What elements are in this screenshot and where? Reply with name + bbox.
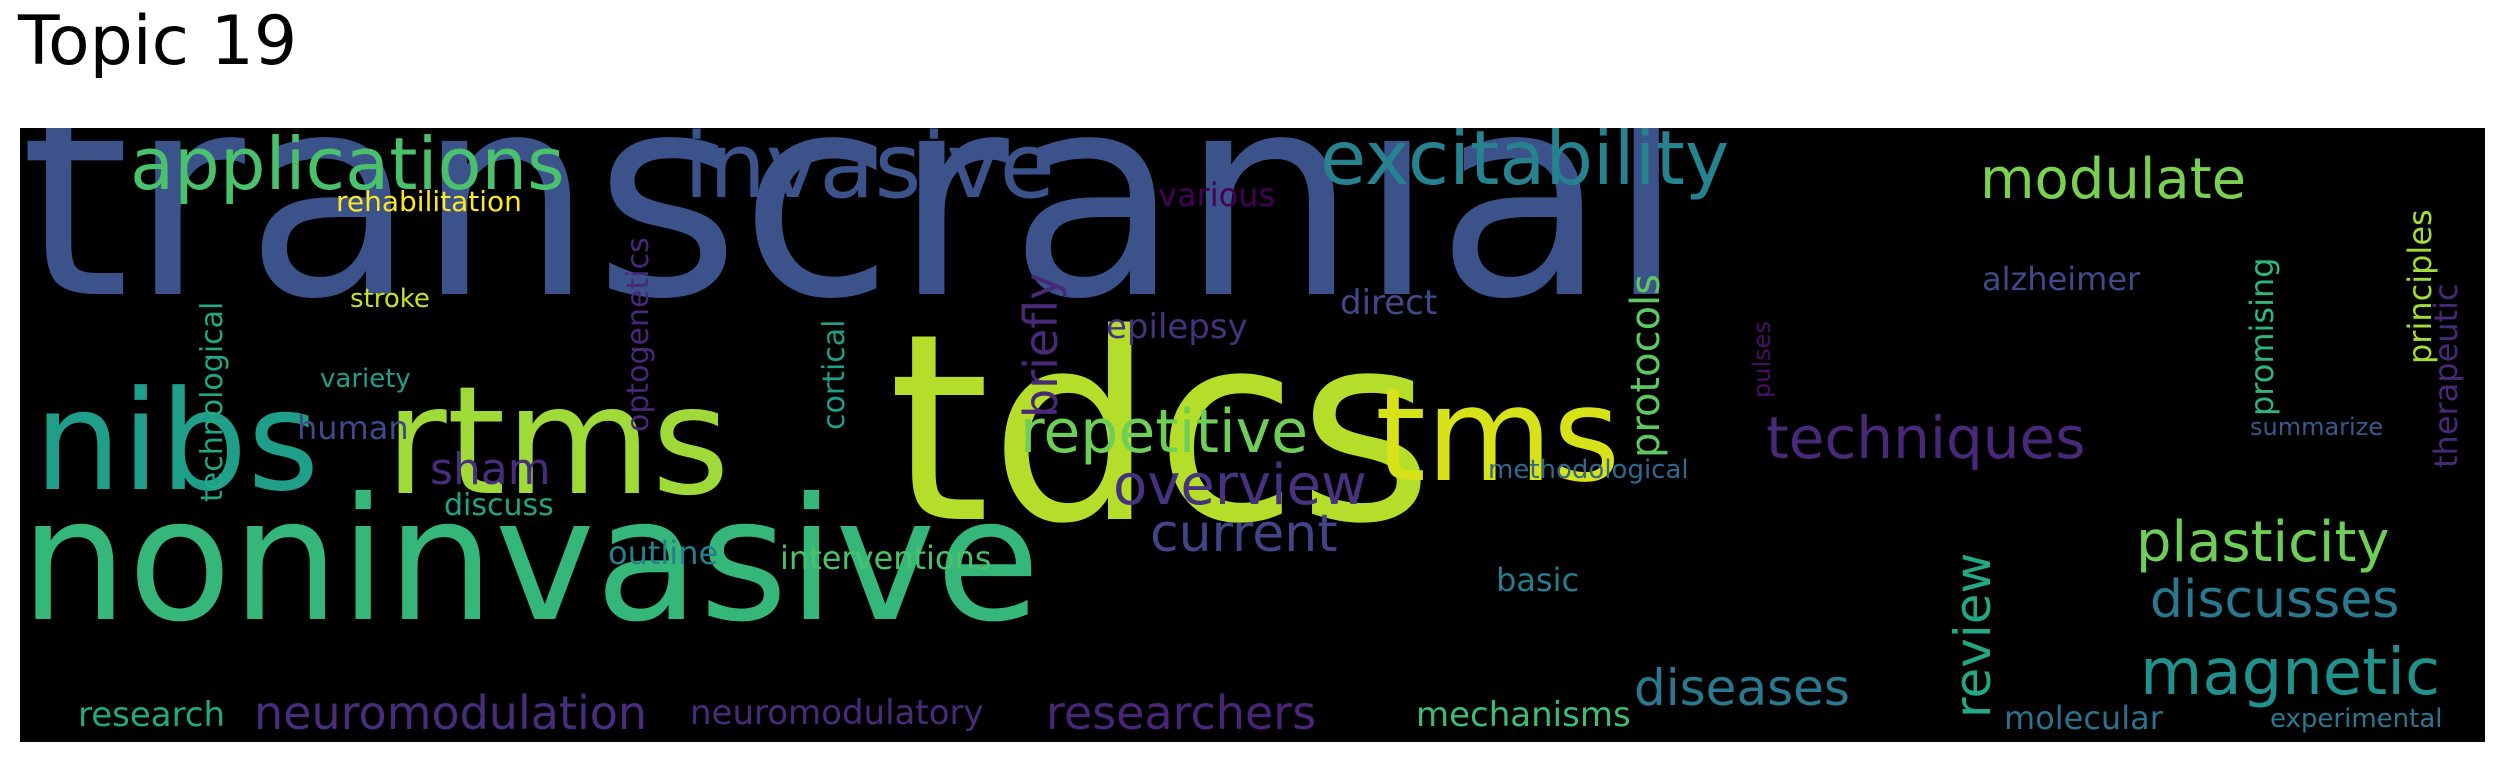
word-tms: tms bbox=[1375, 359, 1621, 511]
word-transcranial: transcranial bbox=[20, 128, 1686, 361]
word-neuromodulatory: neuromodulatory bbox=[690, 693, 984, 733]
word-direct: direct bbox=[1340, 283, 1438, 323]
word-experimental: experimental bbox=[2270, 704, 2443, 734]
word-noninvasive: noninvasive bbox=[20, 462, 1041, 660]
word-mechanisms: mechanisms bbox=[1416, 695, 1631, 735]
word-discuss: discuss bbox=[444, 488, 554, 523]
word-neuromodulation: neuromodulation bbox=[254, 686, 648, 740]
word-research: research bbox=[78, 695, 226, 735]
word-basic: basic bbox=[1496, 561, 1580, 599]
word-therapeutic: therapeutic bbox=[2427, 283, 2465, 468]
word-rehabilitation: rehabilitation bbox=[336, 185, 522, 218]
word-stroke: stroke bbox=[350, 284, 430, 314]
word-tdcs: tdcs bbox=[888, 279, 1434, 581]
word-plasticity: plasticity bbox=[2136, 510, 2390, 575]
word-human: human bbox=[297, 409, 409, 447]
word-rtms: rtms bbox=[385, 355, 730, 529]
word-modulate: modulate bbox=[1980, 147, 2247, 212]
word-cortical: cortical bbox=[817, 319, 852, 431]
word-repetitive: repetitive bbox=[1020, 397, 1309, 467]
word-applications: applications bbox=[130, 128, 565, 206]
word-pulses: pulses bbox=[1748, 321, 1776, 398]
word-nibs: nibs bbox=[34, 361, 320, 522]
word-variety: variety bbox=[320, 364, 411, 394]
word-invasive: invasive bbox=[684, 128, 1055, 219]
word-techniques: techniques bbox=[1766, 404, 2086, 472]
word-diseases: diseases bbox=[1634, 659, 1850, 717]
word-current: current bbox=[1150, 504, 1338, 564]
word-review: review bbox=[1944, 552, 2002, 718]
word-excitability: excitability bbox=[1320, 128, 1730, 202]
word-various: various bbox=[1158, 176, 1276, 214]
word-methodological: methodological bbox=[1488, 455, 1689, 485]
word-alzheimer: alzheimer bbox=[1982, 260, 2141, 298]
word-cloud: transcranial tdcs noninvasive rtms nibs … bbox=[20, 128, 2485, 742]
page-title: Topic 19 bbox=[18, 2, 298, 81]
word-magnetic: magnetic bbox=[2140, 636, 2441, 710]
word-protocols: protocols bbox=[1623, 273, 1669, 458]
word-researchers: researchers bbox=[1046, 686, 1317, 740]
word-briefly: briefly bbox=[1014, 272, 1068, 418]
word-outline: outline bbox=[608, 534, 719, 572]
word-epilepsy: epilepsy bbox=[1106, 307, 1248, 347]
word-technological: technological bbox=[195, 301, 230, 502]
word-optogenetics: optogenetics bbox=[621, 237, 656, 432]
word-promising: promising bbox=[2243, 257, 2281, 416]
word-summarize: summarize bbox=[2250, 413, 2384, 441]
word-molecular: molecular bbox=[2004, 699, 2163, 737]
word-interventions: interventions bbox=[780, 539, 992, 577]
word-sham: sham bbox=[430, 444, 551, 495]
word-overview: overview bbox=[1113, 453, 1367, 518]
word-discusses: discusses bbox=[2150, 570, 2400, 630]
